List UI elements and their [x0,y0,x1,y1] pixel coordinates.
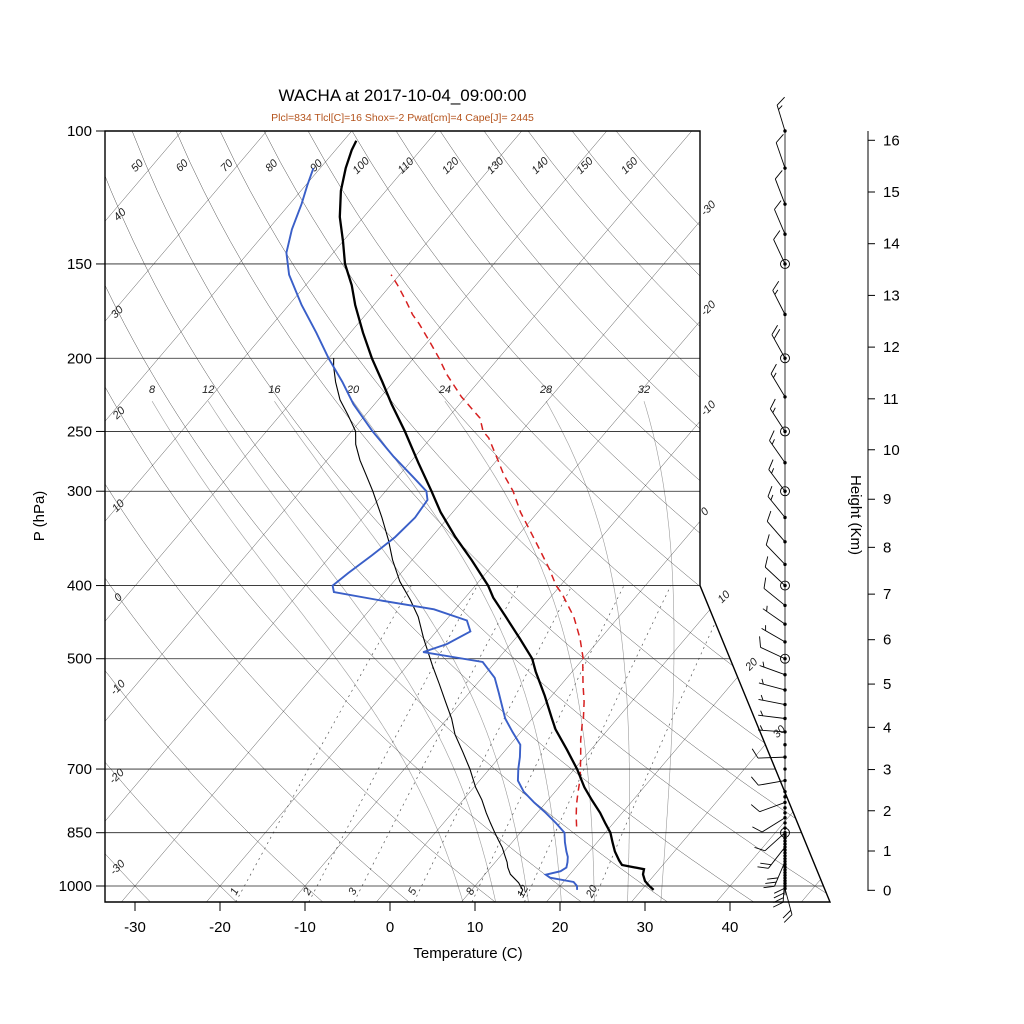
svg-text:2: 2 [883,803,891,820]
svg-text:16: 16 [883,132,900,149]
svg-text:24: 24 [438,384,451,396]
svg-text:Height (Km): Height (Km) [847,475,864,555]
svg-text:1000: 1000 [59,878,92,895]
svg-text:20: 20 [346,384,360,396]
svg-text:-30: -30 [124,919,146,936]
svg-text:3: 3 [346,885,360,897]
svg-text:100: 100 [351,155,373,177]
svg-text:7: 7 [883,586,891,603]
svg-text:30: 30 [109,303,127,321]
svg-text:50: 50 [129,157,147,175]
svg-text:12: 12 [202,384,214,396]
svg-text:9: 9 [883,491,891,508]
svg-text:8: 8 [149,384,156,396]
svg-text:11: 11 [883,391,899,408]
svg-text:-10: -10 [699,398,719,418]
svg-text:-10: -10 [108,677,128,697]
svg-text:3: 3 [883,762,891,779]
svg-text:1: 1 [883,843,891,860]
svg-text:20: 20 [584,883,601,901]
svg-text:120: 120 [440,155,462,177]
svg-text:0: 0 [112,591,125,604]
svg-text:200: 200 [67,350,92,367]
svg-text:30: 30 [637,919,654,936]
svg-text:80: 80 [263,157,281,175]
svg-text:P (hPa): P (hPa) [31,491,48,542]
svg-text:-20: -20 [209,919,231,936]
background-grid [105,131,830,902]
svg-text:10: 10 [716,588,734,606]
plot-border [104,130,832,903]
svg-text:16: 16 [268,384,281,396]
sounding-curves [285,140,655,896]
svg-text:4: 4 [883,719,891,736]
svg-text:400: 400 [67,578,92,595]
svg-text:150: 150 [574,155,596,177]
svg-text:500: 500 [67,651,92,668]
temperature-curve [338,140,655,891]
chart-parameters-line: Plcl=834 Tlcl[C]=16 Shox=-2 Pwat[cm]=4 C… [271,112,534,124]
chart-title: WACHA at 2017-10-04_09:00:00 [278,86,527,105]
svg-text:6: 6 [883,632,891,649]
svg-text:160: 160 [619,155,641,177]
svg-text:5: 5 [406,885,420,897]
dewpoint-curve [285,167,579,890]
svg-text:20: 20 [110,404,128,422]
svg-text:40: 40 [112,206,130,224]
svg-text:12: 12 [515,883,531,899]
svg-text:1: 1 [228,886,241,897]
wet-bulb-curve [333,358,524,896]
svg-text:0: 0 [883,882,891,899]
svg-text:0: 0 [386,919,394,936]
svg-text:40: 40 [722,919,739,936]
svg-text:Temperature (C): Temperature (C) [413,945,522,962]
svg-text:-20: -20 [699,298,719,318]
temperature-axis: -30 -20 -10 0 10 20 30 40 Temperature (C) [124,901,739,962]
svg-text:32: 32 [638,384,650,396]
svg-text:20: 20 [552,919,569,936]
svg-text:8: 8 [883,539,891,556]
svg-text:13: 13 [883,287,900,304]
svg-text:15: 15 [883,184,900,201]
svg-text:8: 8 [464,885,478,897]
parcel-ascent-curve [390,274,585,827]
svg-text:250: 250 [67,423,92,440]
svg-text:14: 14 [883,236,900,253]
svg-text:700: 700 [67,761,92,778]
svg-text:28: 28 [539,384,553,396]
svg-text:20: 20 [743,655,761,673]
svg-text:90: 90 [308,157,326,175]
svg-text:-10: -10 [294,919,316,936]
svg-text:100: 100 [67,123,92,140]
svg-text:5: 5 [883,676,891,693]
svg-text:300: 300 [67,483,92,500]
pressure-axis: 100 150 200 250 300 400 500 700 850 1000 P (hPa) [31,123,105,895]
svg-text:12: 12 [883,339,900,356]
svg-text:-30: -30 [699,198,719,218]
svg-text:10: 10 [467,919,484,936]
svg-text:150: 150 [67,256,92,273]
wind-barb-column [750,96,793,923]
svg-text:10: 10 [883,442,900,459]
svg-text:850: 850 [67,825,92,842]
svg-text:2: 2 [301,886,315,898]
